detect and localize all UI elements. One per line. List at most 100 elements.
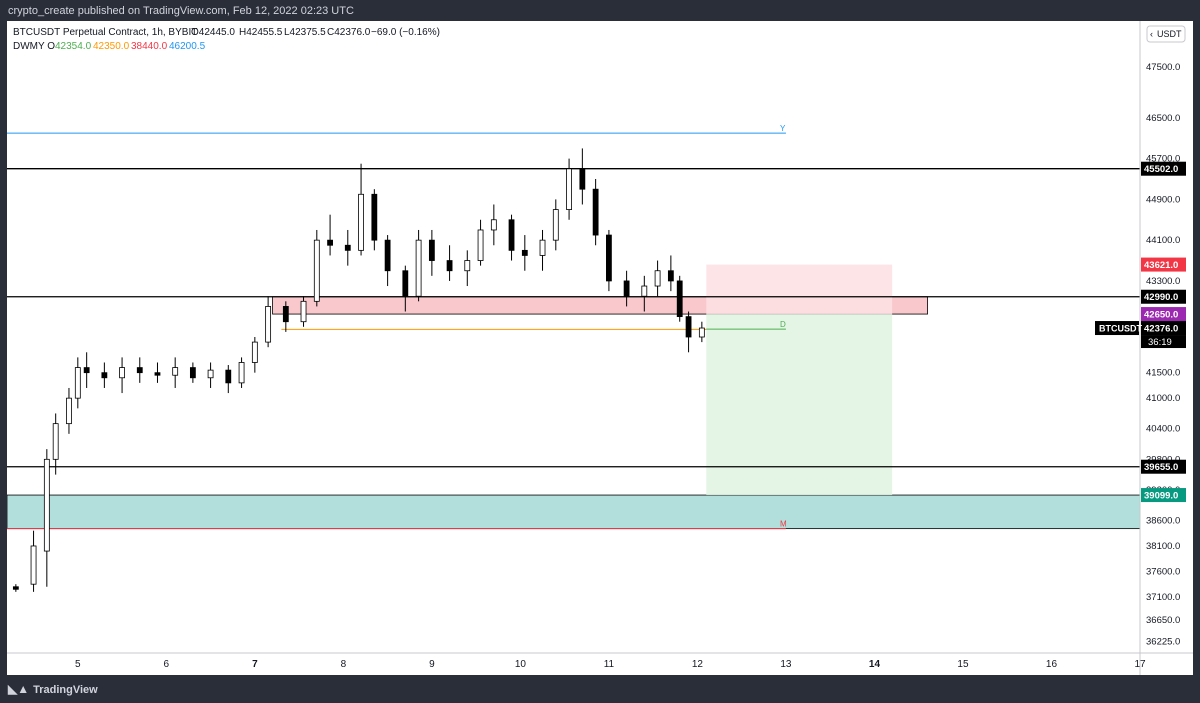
symbol-tag-label: BTCUSDT xyxy=(1099,324,1142,334)
position-stop-area[interactable] xyxy=(706,264,893,315)
horizontal-lines-layer: Y D M xyxy=(7,124,1140,530)
candle-body xyxy=(641,285,648,297)
price-axis: 47500.0 46500.0 45700.0 44900.0 44100.0 43300… xyxy=(1146,62,1180,648)
price-badge xyxy=(1141,257,1186,272)
time-tick-label: 13 xyxy=(780,659,792,670)
candle-body xyxy=(508,219,515,251)
candle-body xyxy=(428,239,435,261)
pivot-label: D xyxy=(780,320,786,329)
price-tick-label: 43300.0 xyxy=(1146,276,1180,287)
price-tick-label: 37100.0 xyxy=(1146,592,1180,603)
pivot-label: Y xyxy=(780,124,786,133)
candle-body xyxy=(265,306,272,343)
time-tick-label: 6 xyxy=(164,659,170,670)
tradingview-logo-icon: ◣▲ xyxy=(8,682,30,696)
candle-body xyxy=(172,367,179,376)
candle-body xyxy=(415,239,422,297)
candle-body xyxy=(119,367,125,379)
candle-body xyxy=(521,249,528,256)
position-target-area[interactable] xyxy=(706,314,893,496)
candle-body xyxy=(52,423,59,460)
candle-body xyxy=(566,168,572,210)
publish-header: crypto_create published on TradingView.c… xyxy=(0,0,1200,22)
price-tick-label: 38600.0 xyxy=(1146,515,1180,526)
price-badge xyxy=(1141,459,1186,474)
price-badge-label: 42650.0 xyxy=(1144,310,1178,321)
candle-body xyxy=(371,193,378,241)
candle-body xyxy=(238,362,245,384)
ohlc-open: O42445.0 xyxy=(191,27,235,38)
candle-body xyxy=(207,369,214,379)
candle-body xyxy=(667,270,674,282)
ohlc-values: O42445.0 H42455.5 L42375.5 C42376.0 −69.… xyxy=(191,27,440,38)
candle-body xyxy=(592,188,599,236)
candle-body xyxy=(358,193,364,251)
candle-body xyxy=(43,458,50,552)
candle-body xyxy=(154,372,161,376)
ohlc-low: L42375.5 xyxy=(284,27,326,38)
price-badge-label: 42990.0 xyxy=(1144,292,1178,303)
currency-chevron-icon: ‹ xyxy=(1150,29,1153,39)
dwmy-value: 46200.5 xyxy=(169,41,206,52)
time-tick-label: 5 xyxy=(75,659,81,670)
price-tick-label: 41500.0 xyxy=(1146,368,1180,379)
symbol-tag xyxy=(1095,321,1139,336)
candle-body xyxy=(344,244,351,251)
time-tick-label: 15 xyxy=(957,659,969,670)
price-badge-label: 39655.0 xyxy=(1144,462,1178,473)
price-tick-label: 38100.0 xyxy=(1146,541,1180,552)
price-tick-label: 36225.0 xyxy=(1146,637,1180,648)
time-tick-label: 10 xyxy=(515,659,527,670)
candle-body xyxy=(282,306,289,323)
time-tick-label: 8 xyxy=(341,659,347,670)
dwmy-value: 38440.0 xyxy=(131,41,168,52)
candle-body xyxy=(623,280,630,297)
candle-body xyxy=(300,300,307,323)
support-zone[interactable] xyxy=(6,494,1141,530)
candle-body xyxy=(552,209,559,241)
price-tick-label: 44100.0 xyxy=(1146,235,1180,246)
time-tick-label: 14 xyxy=(869,659,881,670)
candle-body xyxy=(579,168,586,190)
tradingview-brand[interactable]: ◣▲ TradingView xyxy=(8,676,98,703)
candle-body xyxy=(539,239,546,256)
candle-body xyxy=(66,397,72,425)
time-tick-label: 12 xyxy=(692,659,704,670)
candle-body xyxy=(189,367,196,379)
countdown-badge xyxy=(1141,335,1186,349)
price-chart[interactable]: YDM 47500.046500.045700.044900.044100.04… xyxy=(6,21,1193,675)
price-badge xyxy=(1141,307,1186,322)
time-tick-label: 17 xyxy=(1134,659,1146,670)
price-badge xyxy=(1141,161,1186,176)
position-tool xyxy=(706,264,893,496)
price-badges-layer: 45502.0 43621.0 42990.0 42650.0 42376.0 39655… xyxy=(1095,161,1186,503)
time-tick-label: 7 xyxy=(252,659,258,670)
candle-body xyxy=(313,239,320,302)
price-badge xyxy=(1141,321,1186,336)
candle-body xyxy=(490,219,497,231)
time-tick-label: 11 xyxy=(604,659,615,670)
symbol-legend[interactable]: BTCUSDT Perpetual Contract, 1h, BYBIT xyxy=(13,27,197,38)
candle-body xyxy=(83,367,90,374)
candle-body xyxy=(606,234,612,282)
tradingview-wordmark: TradingView xyxy=(33,684,98,696)
countdown-label: 36:19 xyxy=(1148,337,1172,348)
candle-body xyxy=(464,260,471,272)
price-tick-label: 37600.0 xyxy=(1146,566,1180,577)
footer-bar: ◣▲ TradingView xyxy=(0,676,1200,702)
candle-body xyxy=(327,239,333,246)
currency-label: USDT xyxy=(1157,29,1182,39)
candle-body xyxy=(446,260,453,272)
price-badge-label: 45502.0 xyxy=(1144,164,1178,175)
candles-layer xyxy=(12,148,705,592)
price-badge xyxy=(1141,289,1186,304)
candle-body xyxy=(654,270,661,287)
price-badge-label: 43621.0 xyxy=(1144,260,1178,271)
ohlc-high: H42455.5 xyxy=(239,27,283,38)
time-tick-label: 16 xyxy=(1046,659,1058,670)
currency-button[interactable]: USDT ‹ xyxy=(1146,25,1186,43)
ohlc-change: −69.0 (−0.16%) xyxy=(371,27,440,38)
candle-body xyxy=(477,229,484,261)
dwmy-indicator-label[interactable]: DWMY O xyxy=(13,41,55,52)
